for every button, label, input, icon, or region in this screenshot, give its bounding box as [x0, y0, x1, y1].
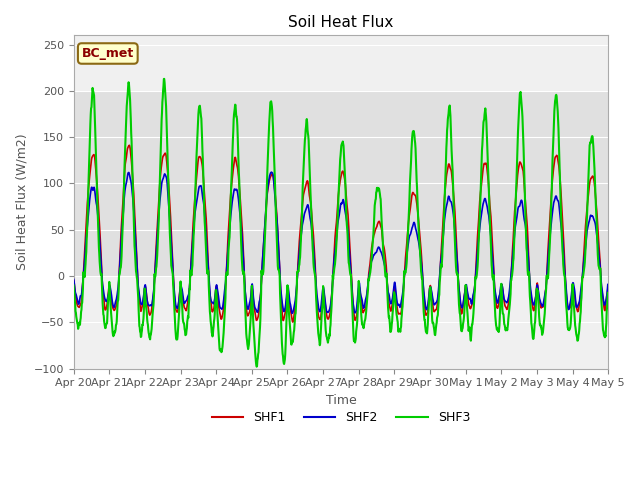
- Line: SHF1: SHF1: [74, 145, 608, 322]
- SHF2: [175, 293, 183, 299]
- SHF2: [189, 241, 196, 247]
- SHF3: [249, 303, 257, 309]
- Title: Soil Heat Flux: Soil Heat Flux: [288, 15, 394, 30]
- SHF3: [424, 312, 432, 318]
- SHF2: [494, 300, 502, 305]
- SHF2: [541, 291, 549, 297]
- Bar: [74, 91, 608, 276]
- X-axis label: Time: Time: [326, 394, 356, 407]
- SHF1: [424, 305, 432, 311]
- SHF1: [176, 288, 184, 294]
- SHF3: [494, 328, 502, 334]
- SHF1: [125, 143, 133, 148]
- SHF3: [189, 251, 196, 257]
- SHF3: [70, 283, 77, 288]
- SHF1: [189, 227, 196, 232]
- SHF2: [604, 282, 612, 288]
- SHF2: [248, 281, 256, 287]
- SHF2: [268, 169, 275, 175]
- SHF3: [604, 290, 612, 296]
- SHF3: [161, 76, 168, 82]
- SHF2: [424, 300, 432, 305]
- SHF1: [289, 319, 296, 325]
- Text: BC_met: BC_met: [82, 47, 134, 60]
- SHF1: [604, 287, 612, 292]
- SHF3: [541, 304, 549, 310]
- SHF1: [494, 304, 502, 310]
- Line: SHF3: SHF3: [74, 79, 608, 367]
- SHF2: [289, 311, 296, 316]
- Line: SHF2: SHF2: [74, 172, 608, 313]
- SHF3: [176, 298, 184, 304]
- SHF1: [541, 292, 549, 298]
- SHF3: [253, 364, 260, 370]
- Legend: SHF1, SHF2, SHF3: SHF1, SHF2, SHF3: [207, 406, 475, 429]
- Y-axis label: Soil Heat Flux (W/m2): Soil Heat Flux (W/m2): [15, 133, 28, 270]
- SHF1: [249, 288, 257, 293]
- SHF2: [70, 276, 77, 282]
- SHF1: [70, 277, 77, 283]
